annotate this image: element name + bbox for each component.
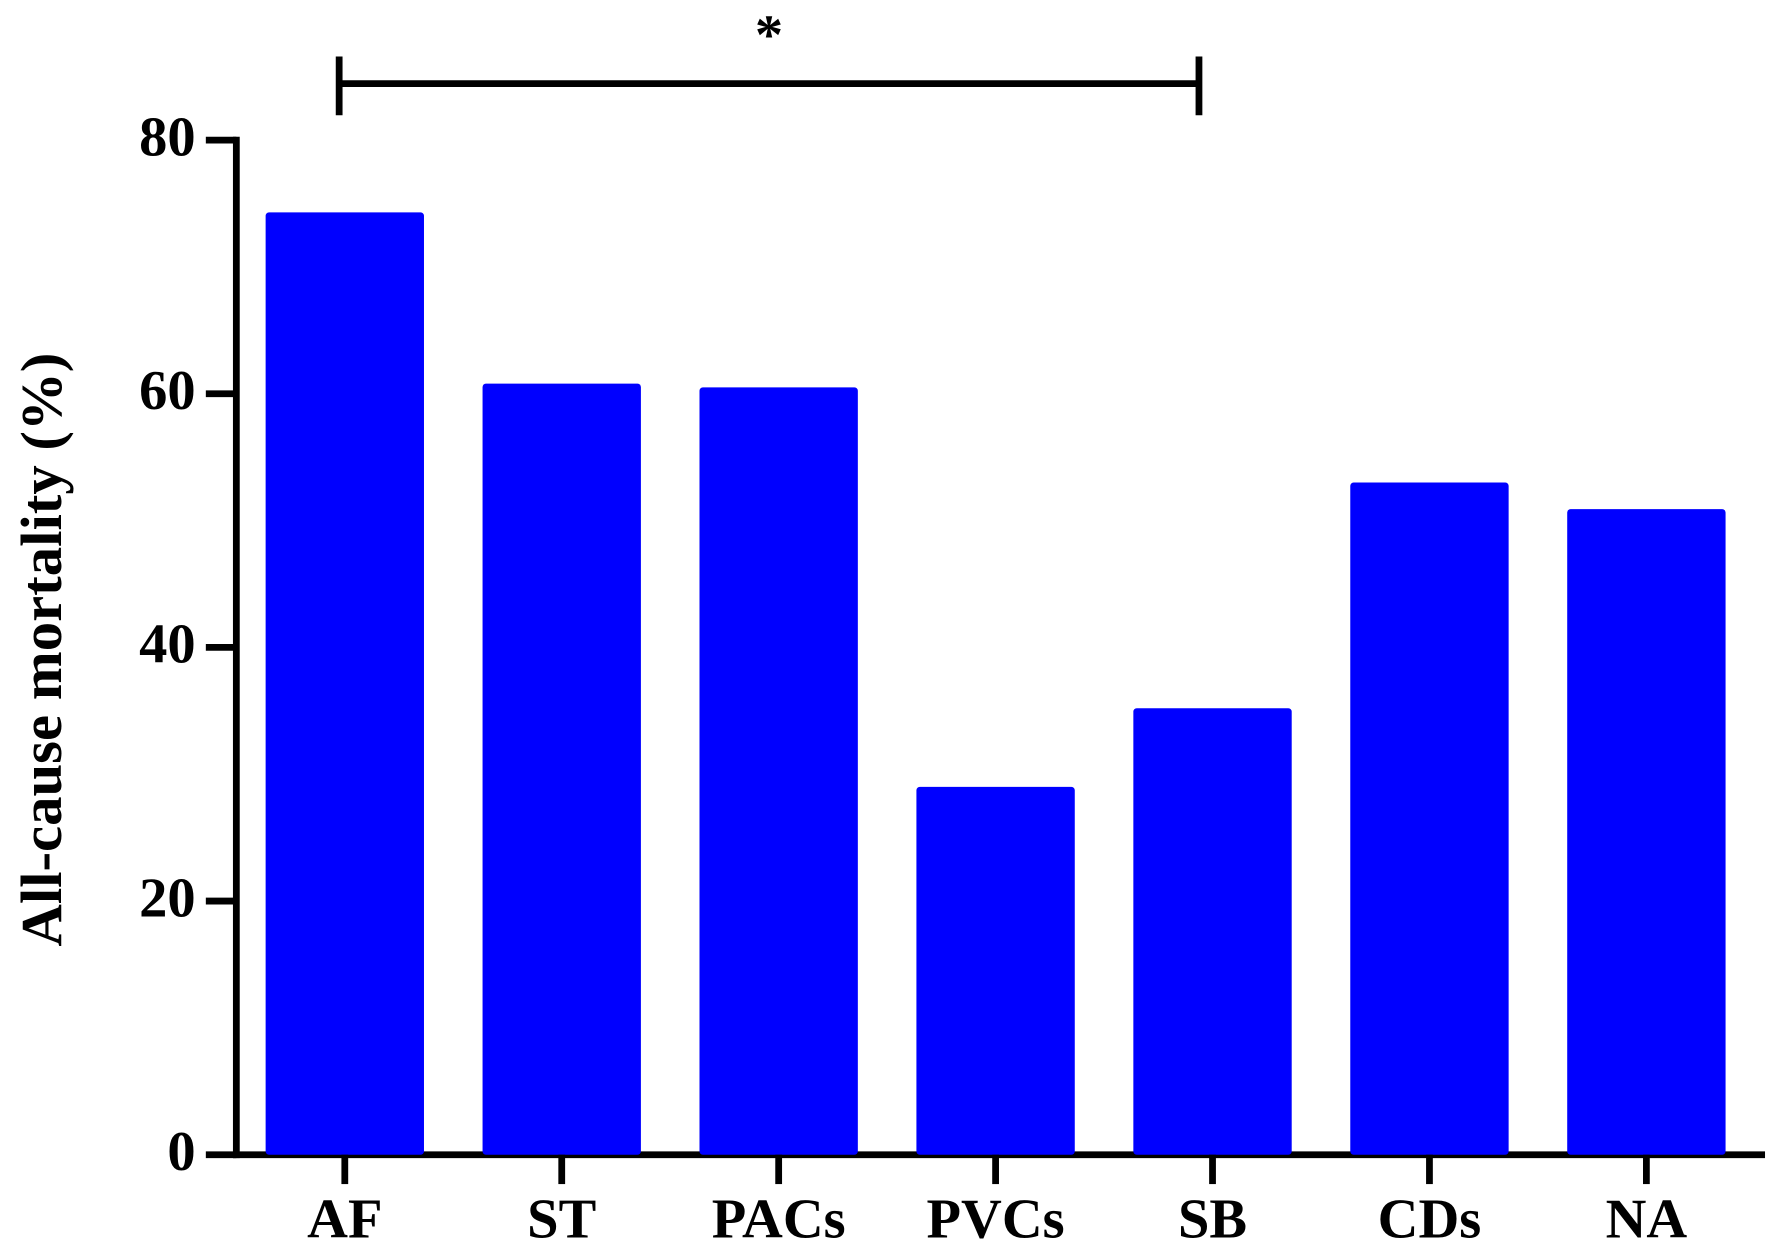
x-tick-label: CDs: [1378, 1189, 1482, 1251]
bar: [1350, 482, 1509, 1155]
y-tick-label: 20: [139, 867, 195, 929]
bar: [1133, 708, 1292, 1155]
y-tick-label: 60: [139, 360, 195, 422]
annotation: *: [755, 5, 783, 67]
bar: [699, 387, 858, 1155]
y-axis-label: All-cause mortality (%): [9, 353, 74, 947]
bar: [1567, 509, 1726, 1155]
x-tick-label: PACs: [712, 1189, 846, 1251]
y-tick-label: 40: [139, 614, 195, 676]
x-tick-label: PVCs: [927, 1189, 1065, 1251]
bar: [265, 212, 424, 1155]
y-tick-label: 0: [167, 1121, 195, 1183]
x-tick-label: ST: [527, 1189, 596, 1251]
x-tick-label: AF: [307, 1189, 382, 1251]
y-tick-label: 80: [139, 106, 195, 168]
bar: [482, 383, 641, 1155]
bar: [916, 786, 1075, 1155]
x-tick-label: NA: [1606, 1189, 1688, 1251]
x-tick-label: SB: [1178, 1189, 1247, 1251]
